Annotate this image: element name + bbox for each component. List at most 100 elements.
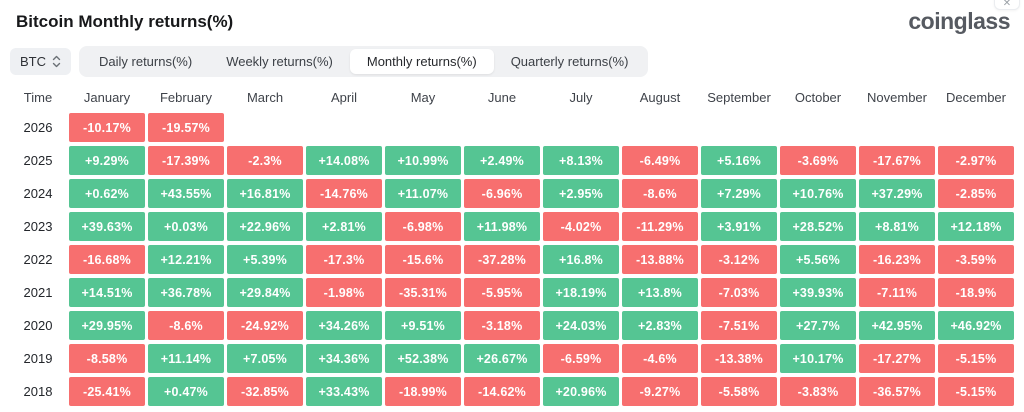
return-cell: -8.58% [69,344,145,373]
return-cell: -19.57% [148,113,224,142]
return-cell: -37.28% [464,245,540,274]
return-cell: +39.63% [69,212,145,241]
return-cell: +8.81% [859,212,935,241]
return-cell: +10.17% [780,344,856,373]
column-header-month: December [946,89,1006,105]
column-header-month: February [159,89,213,105]
return-cell: -10.17% [69,113,145,142]
year-label: 2022 [23,252,53,267]
table-header-row: Time January February March April May June July… [10,86,1014,108]
return-cell: +11.14% [148,344,224,373]
return-cell: -2.3% [227,146,303,175]
return-cell: -14.76% [306,179,382,208]
empty-cell [464,113,540,142]
year-label: 2021 [23,285,53,300]
return-cell: +39.93% [780,278,856,307]
year-label: 2020 [23,318,53,333]
return-cell: +14.51% [69,278,145,307]
column-header-month: April [330,89,357,105]
tab-daily-returns[interactable]: Daily returns(%) [82,49,209,74]
return-cell: +2.81% [306,212,382,241]
return-cell: +5.39% [227,245,303,274]
return-cell: +43.55% [148,179,224,208]
return-cell: -17.67% [859,146,935,175]
return-cell: -3.12% [701,245,777,274]
return-cell: -13.38% [701,344,777,373]
controls-bar: BTC Daily returns(%) Weekly returns(%) M… [10,46,1024,77]
return-cell: -17.27% [859,344,935,373]
return-cell: -3.69% [780,146,856,175]
return-cell: +3.91% [701,212,777,241]
table-row: 2026 -10.17% -19.57% [10,113,1014,142]
empty-cell [543,113,619,142]
return-cell: -18.9% [938,278,1014,307]
year-label: 2024 [23,186,53,201]
return-cell: +24.03% [543,311,619,340]
return-cell: -6.96% [464,179,540,208]
empty-cell [306,113,382,142]
table-row: 2023 +39.63% +0.03% +22.96% +2.81% -6.98% +11.… [10,212,1014,241]
returns-tab-group: Daily returns(%) Weekly returns(%) Month… [79,46,649,77]
return-cell: +16.81% [227,179,303,208]
return-cell: +0.47% [148,377,224,406]
return-cell: +9.29% [69,146,145,175]
return-cell: +10.99% [385,146,461,175]
column-header-month: September [707,89,771,105]
return-cell: +0.62% [69,179,145,208]
return-cell: +11.07% [385,179,461,208]
year-label: 2025 [23,153,53,168]
column-header-month: October [794,89,842,105]
return-cell: +5.56% [780,245,856,274]
return-cell: +2.83% [622,311,698,340]
return-cell: -2.85% [938,179,1014,208]
table-row: 2021 +14.51% +36.78% +29.84% -1.98% -35.31% -5… [10,278,1014,307]
return-cell: +18.19% [543,278,619,307]
tab-weekly-returns[interactable]: Weekly returns(%) [209,49,350,74]
column-header-time: Time [23,89,53,105]
tab-quarterly-returns[interactable]: Quarterly returns(%) [494,49,646,74]
close-icon[interactable]: ✕ [994,0,1020,10]
return-cell: -5.95% [464,278,540,307]
return-cell: +20.96% [543,377,619,406]
return-cell: -25.41% [69,377,145,406]
coinglass-logo[interactable]: coinglass [908,8,1010,34]
tab-monthly-returns[interactable]: Monthly returns(%) [349,49,494,74]
empty-cell [385,113,461,142]
return-cell: +0.03% [148,212,224,241]
return-cell: +29.95% [69,311,145,340]
return-cell: +12.18% [938,212,1014,241]
return-cell: +13.8% [622,278,698,307]
table-row: 2020 +29.95% -8.6% -24.92% +34.26% +9.51% -3.1… [10,311,1014,340]
column-header-month: August [639,89,681,105]
return-cell: -1.98% [306,278,382,307]
empty-cell [780,113,856,142]
return-cell: -18.99% [385,377,461,406]
return-cell: -3.83% [780,377,856,406]
return-cell: -16.68% [69,245,145,274]
return-cell: +27.7% [780,311,856,340]
return-cell: +37.29% [859,179,935,208]
return-cell: +52.38% [385,344,461,373]
return-cell: -17.3% [306,245,382,274]
return-cell: -6.59% [543,344,619,373]
return-cell: +28.52% [780,212,856,241]
return-cell: +29.84% [227,278,303,307]
header: Bitcoin Monthly returns(%) coinglass [0,0,1024,33]
column-header-month: May [410,89,436,105]
return-cell: -11.29% [622,212,698,241]
return-cell: -4.6% [622,344,698,373]
return-cell: -14.62% [464,377,540,406]
year-label: 2023 [23,219,53,234]
return-cell: +34.26% [306,311,382,340]
return-cell: -15.6% [385,245,461,274]
empty-cell [227,113,303,142]
year-label: 2019 [23,351,53,366]
column-header-month: November [867,89,927,105]
coin-selector-button[interactable]: BTC [10,48,71,75]
year-label: 2026 [23,120,53,135]
return-cell: +2.95% [543,179,619,208]
column-header-month: June [487,89,517,105]
return-cell: +26.67% [464,344,540,373]
return-cell: +9.51% [385,311,461,340]
return-cell: +14.08% [306,146,382,175]
